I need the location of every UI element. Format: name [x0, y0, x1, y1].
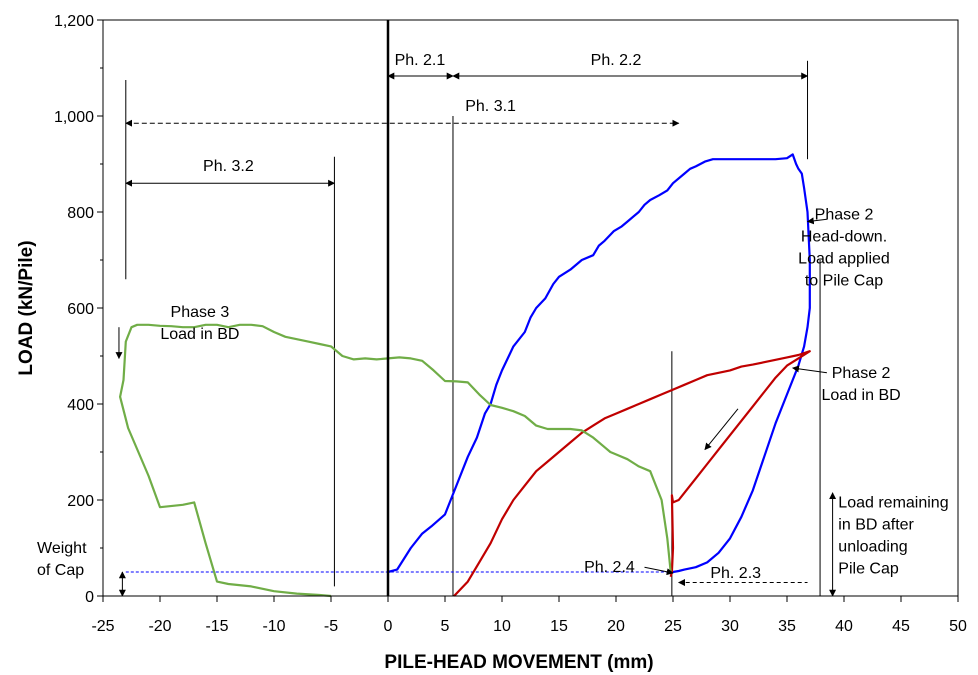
reference-lines — [125, 60, 821, 596]
plot-border — [102, 19, 959, 597]
x-tick-label-45: 45 — [892, 618, 910, 635]
load-remaining-label-line-4: Pile Cap — [838, 560, 899, 577]
y-tick-label-400: 400 — [67, 397, 94, 414]
x-tick-label-50: 50 — [949, 618, 967, 635]
load-remaining-label-line-1: Load remaining — [838, 494, 948, 511]
x-tick-label-0: 0 — [384, 618, 393, 635]
x-tick-label--15: -15 — [205, 618, 228, 635]
phase2-bd-arrow — [792, 365, 827, 374]
ph24-arrow — [644, 566, 674, 576]
x-axis-title: PILE-HEAD MOVEMENT (mm) — [384, 652, 653, 673]
unloading-direction-arrow — [704, 408, 739, 451]
axes-layer: 0 200 400 600 800 1,000 1,200 -25 -20 -15 -10 -5 0 5 1… — [54, 13, 967, 635]
y-tick-label-200: 200 — [67, 493, 94, 510]
ph22-label: Ph. 2.2 — [591, 52, 642, 69]
load-remaining-label-line-2: in BD after — [838, 516, 914, 533]
series-line-3 — [118, 323, 672, 598]
annotations-layer: Ph. 2.1 Ph. 2.2 Ph. 3.1 Ph. 3.2 Ph. 2.3 Ph. 2… — [37, 52, 949, 597]
phase2-head-down-label-line-3: Load applied — [798, 250, 890, 267]
x-tick-label-30: 30 — [721, 618, 739, 635]
series-line-2 — [453, 350, 811, 597]
y-tick-label-600: 600 — [67, 301, 94, 318]
phase3-bd-label-line-2: Load in BD — [160, 326, 239, 343]
ph24-label: Ph. 2.4 — [584, 559, 635, 576]
weight-of-cap-label-line-1: Weight — [37, 540, 87, 557]
x-tick-label--20: -20 — [148, 618, 171, 635]
y-tick-label-0: 0 — [85, 589, 94, 606]
phase3-bd-label-line-1: Phase 3 — [171, 304, 230, 321]
y-tick-label-1000: 1,000 — [54, 109, 94, 126]
x-tick-label-35: 35 — [778, 618, 796, 635]
x-tick-label-25: 25 — [664, 618, 682, 635]
ph23-label: Ph. 2.3 — [710, 565, 761, 582]
phase2-head-down-label-line-1: Phase 2 — [815, 206, 874, 223]
phase2-head-down-arrow — [806, 217, 827, 225]
series-layer — [118, 153, 811, 598]
phase2-bd-label-line-2: Load in BD — [822, 387, 901, 404]
series-line-1 — [387, 153, 811, 574]
y-tick-label-1200: 1,200 — [54, 13, 94, 30]
x-tick-label--25: -25 — [91, 618, 114, 635]
ph32-label: Ph. 3.2 — [203, 158, 254, 175]
x-tick-label-5: 5 — [441, 618, 450, 635]
weight-of-cap-label-line-2: of Cap — [37, 562, 84, 579]
x-tick-label-10: 10 — [493, 618, 511, 635]
x-tick-label-20: 20 — [607, 618, 625, 635]
x-tick-label--10: -10 — [262, 618, 285, 635]
load-remaining-label-line-3: unloading — [838, 538, 907, 555]
x-tick-label-40: 40 — [835, 618, 853, 635]
y-tick-label-800: 800 — [67, 205, 94, 222]
phase2-head-down-label-line-2: Head-down. — [801, 228, 887, 245]
x-tick-label--5: -5 — [324, 618, 338, 635]
x-tick-label-15: 15 — [550, 618, 568, 635]
y-axis-title: LOAD (kN/Pile) — [16, 240, 37, 375]
phase2-bd-label-line-1: Phase 2 — [832, 365, 891, 382]
phase2-head-down-label-line-4: to Pile Cap — [805, 272, 883, 289]
ph31-label: Ph. 3.1 — [465, 98, 516, 115]
ph21-label: Ph. 2.1 — [395, 52, 446, 69]
